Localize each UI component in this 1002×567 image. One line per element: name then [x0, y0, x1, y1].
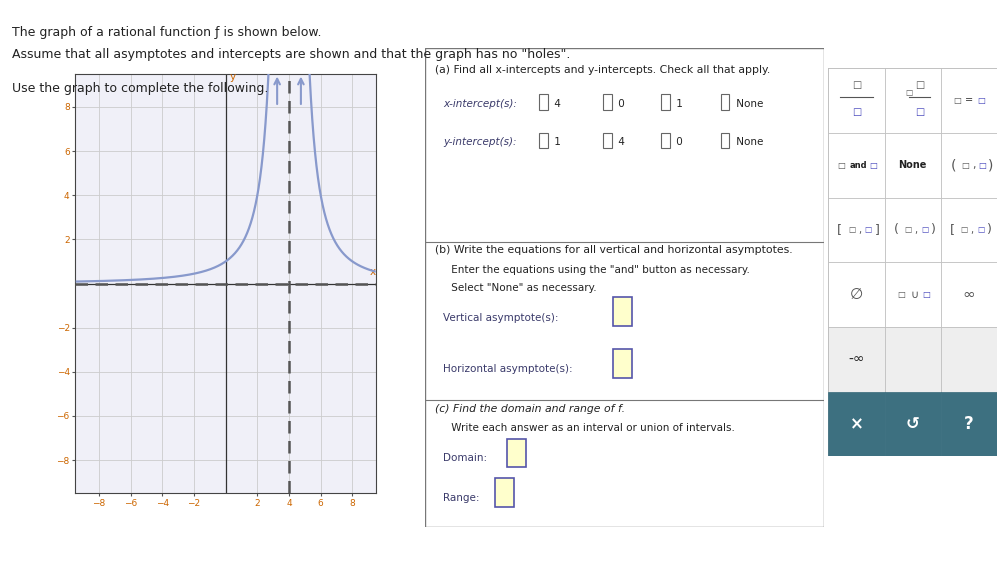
- Text: □: □: [961, 160, 969, 170]
- FancyBboxPatch shape: [884, 262, 940, 327]
- FancyBboxPatch shape: [660, 94, 669, 109]
- Text: =: =: [964, 95, 972, 105]
- FancyBboxPatch shape: [538, 133, 547, 148]
- Text: ↺: ↺: [905, 415, 919, 433]
- Text: ,: ,: [970, 225, 973, 235]
- Text: ×: ×: [849, 415, 863, 433]
- Text: □: □: [922, 290, 929, 299]
- FancyBboxPatch shape: [884, 68, 940, 133]
- FancyBboxPatch shape: [720, 133, 728, 148]
- Text: and: and: [849, 160, 866, 170]
- Text: x-intercept(s):: x-intercept(s):: [443, 99, 517, 108]
- Text: (a) Find all x-intercepts and y-intercepts. Check all that apply.: (a) Find all x-intercepts and y-intercep…: [435, 65, 770, 75]
- Text: y: y: [229, 73, 235, 82]
- Text: □: □: [920, 225, 927, 234]
- Text: □: □: [903, 225, 911, 234]
- FancyBboxPatch shape: [940, 68, 996, 133]
- Text: □: □: [869, 160, 877, 170]
- Text: Write each answer as an interval or union of intervals.: Write each answer as an interval or unio…: [435, 423, 734, 433]
- Text: □: □: [851, 80, 861, 90]
- FancyBboxPatch shape: [940, 392, 996, 456]
- Text: □: □: [851, 107, 861, 117]
- FancyBboxPatch shape: [940, 197, 996, 262]
- Text: 4: 4: [614, 137, 624, 147]
- FancyBboxPatch shape: [720, 94, 728, 109]
- FancyBboxPatch shape: [828, 392, 884, 456]
- Text: -∞: -∞: [848, 352, 864, 366]
- FancyBboxPatch shape: [602, 133, 611, 148]
- FancyBboxPatch shape: [602, 94, 611, 109]
- Text: Horizontal asymptote(s):: Horizontal asymptote(s):: [443, 365, 572, 374]
- Text: ): ): [986, 223, 991, 236]
- Text: 0: 0: [614, 99, 624, 108]
- Text: ∅: ∅: [849, 287, 863, 302]
- FancyBboxPatch shape: [538, 94, 547, 109]
- FancyBboxPatch shape: [507, 439, 526, 467]
- Text: □: □: [959, 225, 967, 234]
- Text: x: x: [370, 266, 376, 277]
- Text: ∞: ∞: [962, 287, 974, 302]
- FancyBboxPatch shape: [940, 133, 996, 197]
- Text: □: □: [978, 160, 985, 170]
- Text: □: □: [952, 96, 960, 105]
- Text: 4: 4: [550, 99, 560, 108]
- Text: □: □: [905, 88, 912, 97]
- FancyBboxPatch shape: [940, 262, 996, 327]
- FancyBboxPatch shape: [828, 327, 884, 392]
- Text: Range:: Range:: [443, 493, 479, 503]
- FancyBboxPatch shape: [884, 197, 940, 262]
- FancyBboxPatch shape: [828, 68, 884, 133]
- Text: ): ): [987, 158, 993, 172]
- Text: □: □: [847, 225, 855, 234]
- Text: The graph of a rational function ƒ is shown below.: The graph of a rational function ƒ is sh…: [12, 26, 322, 39]
- Text: None: None: [731, 137, 763, 147]
- Text: (b) Write the equations for all vertical and horizontal asymptotes.: (b) Write the equations for all vertical…: [435, 244, 793, 255]
- Text: ): ): [930, 223, 935, 236]
- Text: ,: ,: [914, 225, 917, 235]
- Text: □: □: [837, 160, 845, 170]
- FancyBboxPatch shape: [940, 327, 996, 392]
- FancyBboxPatch shape: [884, 133, 940, 197]
- Text: 1: 1: [550, 137, 560, 147]
- Text: (: (: [893, 223, 898, 236]
- Text: □: □: [976, 225, 983, 234]
- Text: ∪: ∪: [910, 290, 918, 299]
- FancyBboxPatch shape: [495, 479, 514, 507]
- Text: Select "None" as necessary.: Select "None" as necessary.: [435, 283, 596, 293]
- Text: Vertical asymptote(s):: Vertical asymptote(s):: [443, 312, 558, 323]
- Text: Domain:: Domain:: [443, 453, 487, 463]
- FancyBboxPatch shape: [884, 327, 940, 392]
- FancyBboxPatch shape: [612, 349, 631, 378]
- Text: [: [: [837, 223, 842, 236]
- Text: □: □: [914, 80, 923, 90]
- Text: ?: ?: [963, 415, 973, 433]
- FancyBboxPatch shape: [828, 262, 884, 327]
- Text: □: □: [914, 107, 923, 117]
- FancyBboxPatch shape: [828, 197, 884, 262]
- Text: None: None: [731, 99, 763, 108]
- FancyBboxPatch shape: [828, 68, 996, 456]
- FancyBboxPatch shape: [425, 48, 824, 527]
- Text: (c) Find the domain and range of f.: (c) Find the domain and range of f.: [435, 404, 625, 414]
- Text: (: (: [950, 158, 956, 172]
- Text: None: None: [898, 160, 926, 170]
- Text: □: □: [864, 225, 871, 234]
- Text: y-intercept(s):: y-intercept(s):: [443, 137, 516, 147]
- Text: Assume that all asymptotes and intercepts are shown and that the graph has no "h: Assume that all asymptotes and intercept…: [12, 48, 570, 61]
- Text: □: □: [976, 96, 984, 105]
- Text: 1: 1: [672, 99, 682, 108]
- Text: Enter the equations using the "and" button as necessary.: Enter the equations using the "and" butt…: [435, 265, 749, 275]
- Text: ,: ,: [971, 160, 975, 170]
- FancyBboxPatch shape: [884, 392, 940, 456]
- Text: 0: 0: [672, 137, 681, 147]
- Text: [: [: [949, 223, 954, 236]
- FancyBboxPatch shape: [660, 133, 669, 148]
- Text: Use the graph to complete the following.: Use the graph to complete the following.: [12, 82, 269, 95]
- Text: ,: ,: [858, 225, 861, 235]
- Text: ]: ]: [874, 223, 879, 236]
- FancyBboxPatch shape: [612, 297, 631, 326]
- Text: □: □: [896, 290, 904, 299]
- FancyBboxPatch shape: [828, 133, 884, 197]
